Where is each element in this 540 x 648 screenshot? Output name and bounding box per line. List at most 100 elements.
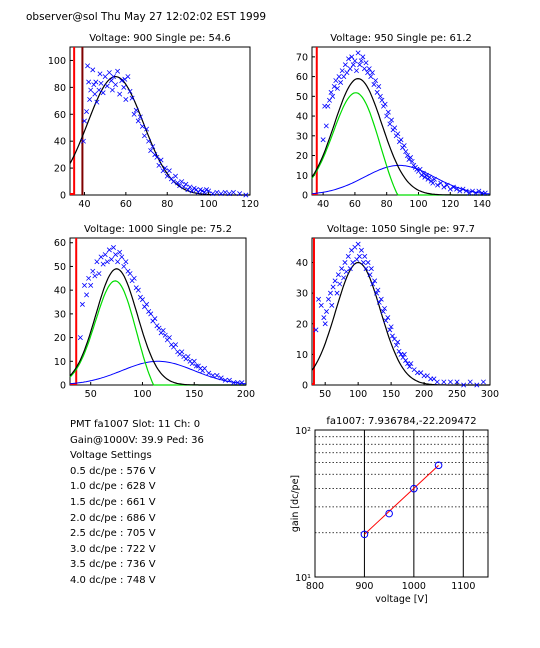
data-point — [420, 170, 426, 176]
data-point — [144, 301, 150, 307]
data-point — [409, 158, 415, 164]
data-point — [318, 302, 324, 308]
data-point — [121, 263, 127, 269]
y-tick-label: 10 — [296, 350, 308, 361]
x-axis-label: voltage [V] — [375, 594, 427, 605]
data-point — [164, 173, 170, 179]
data-point — [378, 296, 384, 302]
data-point — [388, 324, 394, 330]
data-point — [206, 188, 212, 194]
data-point — [139, 297, 145, 303]
data-point — [90, 268, 96, 274]
data-point — [441, 184, 447, 190]
data-point — [350, 62, 356, 68]
data-point — [81, 118, 87, 124]
data-point — [423, 172, 429, 178]
plot-title: fa1007: 7.936784,-22.209472 — [326, 416, 476, 427]
x-tick-label: 60 — [120, 199, 132, 210]
data-point — [110, 245, 116, 250]
data-point — [376, 299, 382, 305]
data-point — [341, 275, 347, 281]
data-point — [110, 74, 116, 80]
data-point — [383, 318, 389, 324]
plot-title: Voltage: 1000 Single pe: 75.2 — [84, 224, 232, 235]
data-point — [347, 266, 353, 272]
x-tick-label: 40 — [78, 199, 90, 210]
data-point — [377, 93, 383, 99]
data-point — [387, 121, 393, 127]
data-point — [191, 358, 197, 364]
data-point — [356, 253, 362, 259]
data-point — [358, 247, 364, 253]
data-point — [144, 126, 150, 132]
y-tick-label: 50 — [54, 262, 66, 273]
data-point — [336, 74, 342, 80]
data-point — [222, 189, 228, 195]
data-point — [454, 379, 460, 385]
data-point — [343, 269, 349, 275]
data-point — [334, 85, 340, 91]
data-point — [98, 80, 104, 86]
data-point — [230, 189, 236, 195]
x-tick-label: 100 — [133, 389, 151, 400]
y-tick-label: 40 — [54, 137, 66, 148]
y-tick-label: 100 — [48, 56, 66, 67]
data-point — [146, 138, 152, 144]
data-point — [434, 379, 440, 385]
data-point — [374, 89, 380, 95]
data-point — [447, 379, 453, 385]
data-point — [403, 358, 409, 363]
gain-point — [434, 461, 443, 470]
data-point — [323, 123, 329, 129]
data-point — [339, 68, 345, 74]
gain-point — [360, 530, 369, 539]
data-point — [380, 309, 386, 314]
data-point — [115, 68, 121, 74]
y-tick-label: 40 — [296, 112, 308, 123]
data-point — [77, 335, 83, 341]
data-point — [330, 284, 336, 290]
data-point — [80, 138, 86, 144]
data-point — [106, 70, 112, 76]
voltage-setting: 2.0 dc/pe : 686 V — [70, 512, 156, 524]
data-point — [382, 305, 388, 311]
data-point — [435, 182, 441, 188]
data-point — [104, 259, 110, 265]
data-point — [210, 191, 216, 197]
data-point — [332, 278, 338, 284]
voltage-setting: 4.0 dc/pe : 748 V — [70, 574, 156, 586]
data-point — [476, 188, 482, 194]
data-point — [117, 249, 123, 255]
y-tick-label: 0 — [60, 191, 66, 202]
data-point — [344, 70, 350, 76]
data-point — [369, 70, 375, 76]
data-point — [330, 93, 336, 99]
data-point — [195, 189, 201, 195]
data-point — [185, 187, 191, 193]
plot-title: Voltage: 1050 Single pe: 97.7 — [327, 224, 475, 235]
data-point — [392, 125, 398, 131]
data-point — [86, 275, 92, 281]
voltage-setting: 1.0 dc/pe : 628 V — [70, 481, 156, 493]
y-tick-label: 50 — [296, 92, 308, 103]
fit-total-curve — [69, 268, 246, 386]
data-point — [237, 191, 243, 197]
data-point — [150, 144, 156, 150]
data-point — [326, 97, 332, 103]
data-point — [349, 54, 355, 60]
data-point — [94, 259, 100, 265]
gain-chart: fa1007: 7.936784,-22.209472 800 900 1000 110… — [290, 416, 489, 605]
data-point — [113, 82, 118, 88]
data-point — [226, 191, 232, 197]
data-point — [108, 78, 114, 84]
plot-frame — [311, 237, 491, 386]
y-tick-label: 60 — [296, 72, 308, 83]
data-point — [393, 342, 399, 348]
data-point — [179, 349, 185, 355]
gain-line: Gain@1000V: 39.9 Ped: 36 — [70, 434, 204, 446]
data-point — [401, 351, 407, 357]
data-point — [86, 79, 92, 85]
data-point — [342, 260, 348, 265]
data-point — [137, 114, 143, 120]
data-point — [454, 186, 460, 192]
